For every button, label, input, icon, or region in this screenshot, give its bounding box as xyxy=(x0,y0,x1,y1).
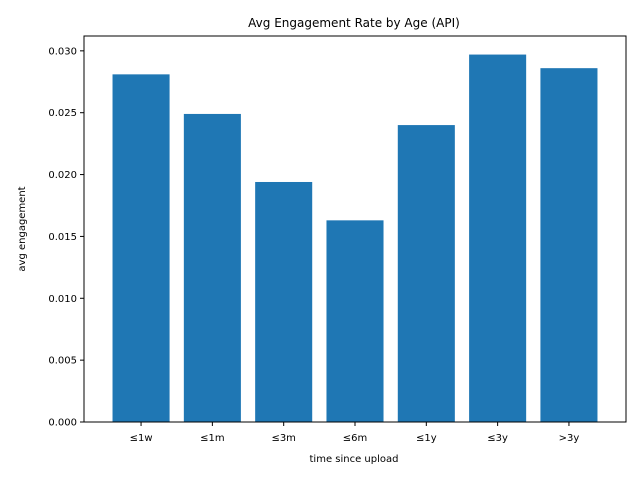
bars-group xyxy=(112,54,598,423)
bar-0 xyxy=(112,74,170,422)
plot-frame xyxy=(83,35,627,423)
chart-title: Avg Engagement Rate by Age (API) xyxy=(248,16,460,30)
x-axis-ticks: ≤1w ≤1m ≤3m ≤6m ≤1y ≤3y >3y xyxy=(130,422,580,444)
x-tick-label: ≤3y xyxy=(487,433,508,444)
x-tick-label: ≤6m xyxy=(343,433,367,444)
x-tick-label: >3y xyxy=(559,433,580,444)
bar-1 xyxy=(183,113,241,422)
y-tick-label: 0.020 xyxy=(48,170,77,181)
y-tick-label: 0.030 xyxy=(48,46,77,57)
y-tick-label: 0.010 xyxy=(48,294,77,305)
y-axis-ticks: 0.000 0.005 0.010 0.015 0.020 0.025 0.030 xyxy=(48,46,84,429)
y-tick-label: 0.005 xyxy=(48,356,77,367)
y-tick-label: 0.015 xyxy=(48,232,77,243)
bar-5 xyxy=(469,54,527,423)
x-tick-label: ≤3m xyxy=(271,433,295,444)
y-tick-label: 0.000 xyxy=(48,418,77,429)
y-tick-label: 0.025 xyxy=(48,108,77,119)
x-tick-label: ≤1y xyxy=(416,433,437,444)
bar-6 xyxy=(540,68,598,423)
bar-3 xyxy=(326,220,384,422)
bar-4 xyxy=(397,125,455,423)
y-axis-label: avg engagement xyxy=(17,186,28,271)
x-tick-label: ≤1w xyxy=(130,433,153,444)
x-axis-label: time since upload xyxy=(310,454,399,465)
x-tick-label: ≤1m xyxy=(200,433,224,444)
bar-2 xyxy=(255,181,313,422)
